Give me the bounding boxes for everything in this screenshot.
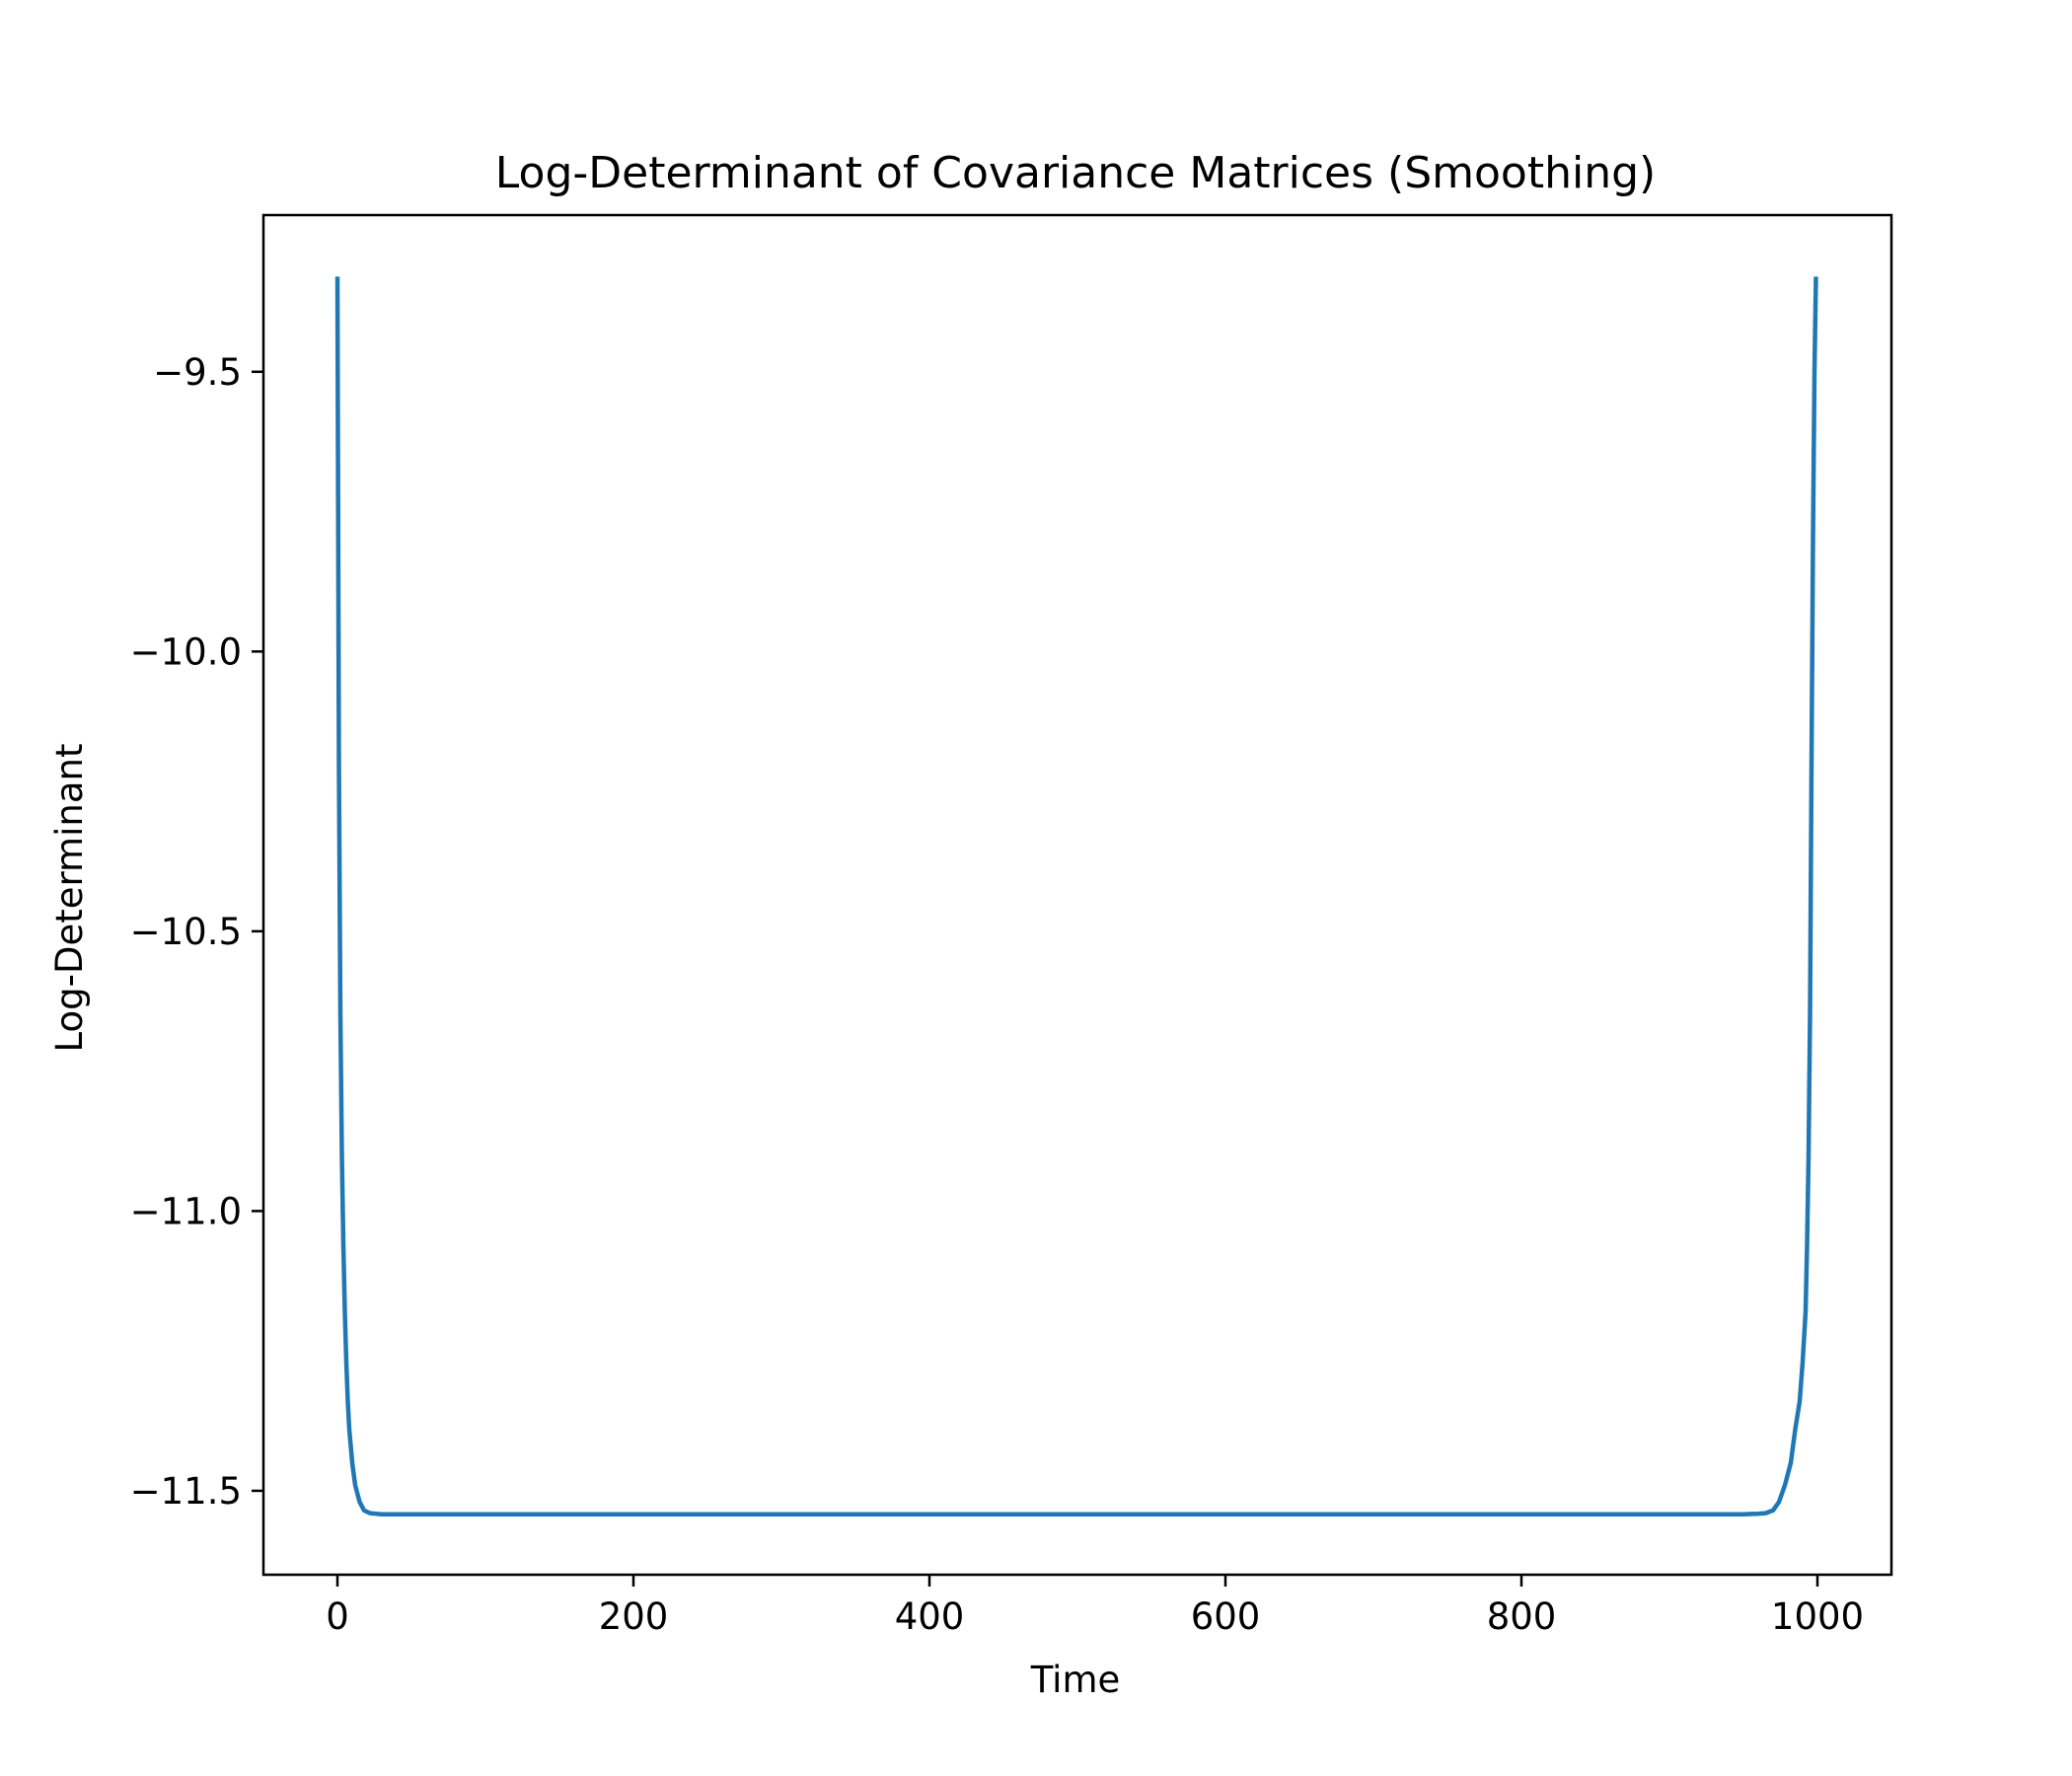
series-line bbox=[334, 276, 1818, 1517]
y-tick-label: −10.0 bbox=[130, 630, 242, 673]
y-tick-label: −11.0 bbox=[130, 1190, 242, 1232]
y-tick-label: −10.5 bbox=[130, 911, 242, 953]
plot-area bbox=[334, 276, 1818, 1517]
chart-title: Log-Determinant of Covariance Matrices (… bbox=[495, 148, 1656, 198]
y-tick-label: −11.5 bbox=[130, 1470, 242, 1513]
y-axis: −9.5 −10.0 −10.5 −11.0 −11.5 bbox=[130, 351, 263, 1513]
x-tick-label: 800 bbox=[1487, 1595, 1557, 1638]
x-tick-label: 0 bbox=[326, 1595, 349, 1638]
x-tick-label: 400 bbox=[895, 1595, 965, 1638]
axes-frame bbox=[261, 213, 1893, 1577]
x-tick-label: 200 bbox=[599, 1595, 669, 1638]
y-axis-label: Log-Determinant bbox=[48, 744, 91, 1053]
x-axis-label: Time bbox=[1030, 1659, 1121, 1701]
y-tick-label: −9.5 bbox=[153, 351, 242, 394]
x-tick-label: 600 bbox=[1191, 1595, 1261, 1638]
x-tick-label: 1000 bbox=[1771, 1595, 1864, 1638]
x-axis: 0 200 400 600 800 1000 bbox=[326, 1575, 1864, 1638]
